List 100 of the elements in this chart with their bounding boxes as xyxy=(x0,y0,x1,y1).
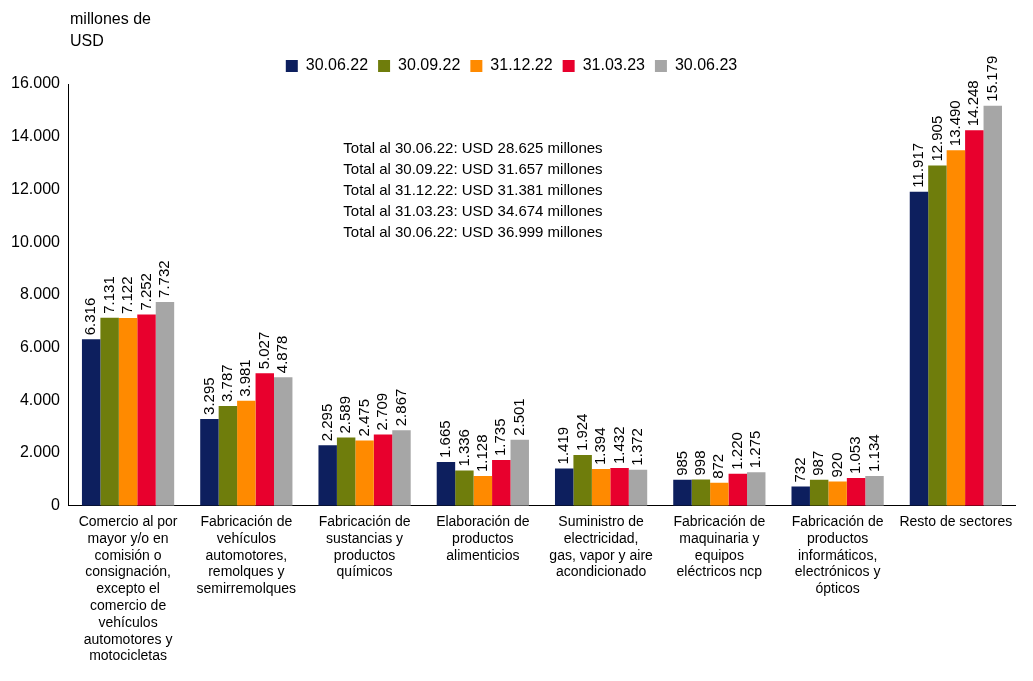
x-tick-label: Fabricación de sustancias y productos químicos xyxy=(318,513,411,580)
legend-label: 30.06.23 xyxy=(674,56,738,74)
bar xyxy=(336,437,356,506)
data-label: 12.905 xyxy=(927,115,945,162)
data-label: 2.501 xyxy=(509,398,527,436)
data-label: 2.867 xyxy=(391,388,409,427)
data-label: 1.134 xyxy=(864,434,882,472)
data-label: 3.295 xyxy=(199,377,217,415)
data-label: 2.709 xyxy=(373,392,391,431)
bar xyxy=(554,468,574,506)
bar xyxy=(809,479,829,506)
data-label: 1.336 xyxy=(454,429,472,467)
annotation: Total al 30.06.22: USD 36.999 millones xyxy=(343,223,603,241)
data-label: 11.917 xyxy=(909,142,927,188)
data-label: 1.432 xyxy=(609,426,627,465)
data-label: 1.053 xyxy=(846,436,864,475)
data-label: 732 xyxy=(790,457,808,483)
bar xyxy=(828,481,847,506)
data-label: 1.220 xyxy=(727,432,745,470)
y-tick-label: 2.000 xyxy=(19,443,61,461)
bar xyxy=(255,373,274,506)
y-tick-label: 14.000 xyxy=(11,127,61,145)
bar xyxy=(100,317,119,506)
bar xyxy=(218,405,238,506)
y-tick-label: 16.000 xyxy=(11,74,61,92)
data-label: 987 xyxy=(809,450,827,476)
bar xyxy=(628,469,648,506)
data-label: 1.665 xyxy=(436,420,454,458)
bar xyxy=(118,318,138,506)
bar xyxy=(274,377,293,506)
data-label: 7.131 xyxy=(99,276,117,314)
annotation: Total al 30.09.22: USD 31.657 millones xyxy=(343,160,603,178)
data-label: 2.475 xyxy=(354,399,372,437)
bar xyxy=(492,460,511,506)
data-label: 1.735 xyxy=(491,418,509,457)
data-label: 985 xyxy=(672,450,690,476)
bar xyxy=(237,400,256,506)
bar xyxy=(510,439,529,506)
legend-label: 30.09.22 xyxy=(398,56,461,74)
bar xyxy=(81,339,101,506)
data-label: 7.122 xyxy=(118,276,136,315)
x-tick-label: Suministro de electricidad, gas, vapor y aire acondicionado xyxy=(549,513,654,580)
bar xyxy=(673,479,692,506)
data-label: 7.252 xyxy=(136,273,154,311)
bar xyxy=(983,105,1002,506)
bar xyxy=(436,461,456,506)
data-label: 920 xyxy=(827,452,845,478)
x-tick-label: Fabricación de productos informáticos, electrónicos y ópticos xyxy=(791,513,884,597)
y-tick-label: 10.000 xyxy=(11,232,61,250)
data-label: 1.275 xyxy=(746,430,764,469)
data-label: 1.924 xyxy=(572,413,590,452)
bar xyxy=(455,470,474,506)
annotation: Total al 31.12.22: USD 31.381 millones xyxy=(343,181,603,199)
bar xyxy=(610,468,629,506)
bar xyxy=(909,191,929,506)
legend-label: 31.12.22 xyxy=(490,56,553,74)
data-label: 6.316 xyxy=(81,297,99,336)
data-label: 2.589 xyxy=(336,396,354,434)
y-tick-label: 8.000 xyxy=(19,285,61,303)
data-label: 872 xyxy=(709,453,727,479)
bar xyxy=(373,434,393,506)
data-label: 7.732 xyxy=(155,260,173,298)
bar xyxy=(392,430,411,506)
y-tick-label: 4.000 xyxy=(19,390,61,408)
bar xyxy=(591,469,611,506)
data-label: 3.787 xyxy=(218,364,236,402)
data-label: 1.419 xyxy=(554,426,572,465)
bar xyxy=(965,130,984,506)
bar xyxy=(155,301,175,506)
data-label: 13.490 xyxy=(946,100,964,147)
bar xyxy=(946,150,966,506)
bar xyxy=(200,418,219,506)
legend-label: 30.06.22 xyxy=(305,56,369,74)
bar xyxy=(137,314,156,506)
data-label: 1.128 xyxy=(472,434,490,473)
annotation: Total al 31.03.23: USD 34.674 millones xyxy=(343,202,603,220)
x-tick-label: Elaboración de productos alimenticios xyxy=(436,513,530,563)
data-label: 2.295 xyxy=(317,403,335,442)
bar xyxy=(473,476,493,506)
data-label: 15.179 xyxy=(982,55,1000,102)
y-tick-label: 12.000 xyxy=(11,179,61,197)
data-label: 1.394 xyxy=(591,427,609,466)
bar xyxy=(710,482,729,506)
bar xyxy=(846,478,866,506)
data-label: 1.372 xyxy=(628,428,646,466)
bar xyxy=(728,473,748,506)
bar xyxy=(928,165,947,506)
x-tick-label: Fabricación de vehículos automotores, remolques y semirremolques xyxy=(196,513,297,597)
y-tick-label: 6.000 xyxy=(19,338,61,356)
bar xyxy=(355,440,374,506)
bar xyxy=(865,475,884,506)
category-label: Comercio al por mayor y/o en comisión o consignación, excepto el comercio de vehículos automotores y motocicletas xyxy=(78,513,178,664)
data-label: 3.981 xyxy=(236,359,254,397)
data-label: 998 xyxy=(691,450,709,476)
data-label: 4.878 xyxy=(273,335,291,374)
legend-label: 31.03.23 xyxy=(582,56,646,74)
bar xyxy=(747,472,766,506)
data-label: 5.027 xyxy=(254,331,272,370)
bar xyxy=(573,455,592,506)
data-label: 14.248 xyxy=(964,80,982,127)
